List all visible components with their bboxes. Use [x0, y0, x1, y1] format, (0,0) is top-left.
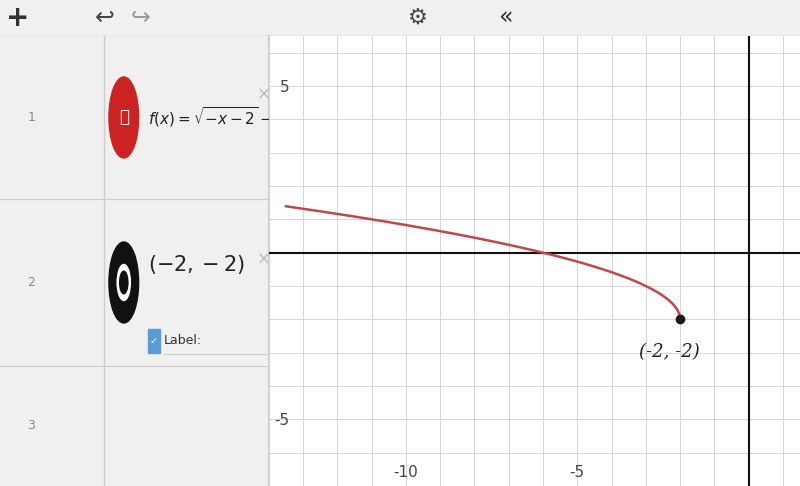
Text: «: « [498, 6, 512, 30]
Text: (-2, -2): (-2, -2) [639, 343, 700, 361]
Text: $(-2,-2)$: $(-2,-2)$ [149, 253, 246, 276]
Text: 𝓝: 𝓝 [118, 108, 129, 126]
Text: $f(x) = \sqrt{-x-2} - 2$: $f(x) = \sqrt{-x-2} - 2$ [149, 105, 286, 129]
Text: ×: × [257, 251, 270, 269]
Text: ↪: ↪ [130, 6, 150, 30]
Text: +: + [6, 4, 30, 32]
Circle shape [109, 77, 138, 158]
Text: ×: × [257, 86, 270, 104]
Text: 1: 1 [27, 111, 35, 124]
Text: ⚙: ⚙ [408, 8, 428, 28]
Text: ✓: ✓ [150, 336, 158, 346]
FancyBboxPatch shape [148, 329, 159, 353]
Circle shape [120, 271, 128, 294]
Text: 3: 3 [27, 419, 35, 433]
Text: 2: 2 [27, 276, 35, 289]
Circle shape [109, 242, 138, 323]
Circle shape [117, 264, 130, 300]
Text: ↩: ↩ [95, 6, 115, 30]
Text: Label:: Label: [164, 334, 202, 347]
